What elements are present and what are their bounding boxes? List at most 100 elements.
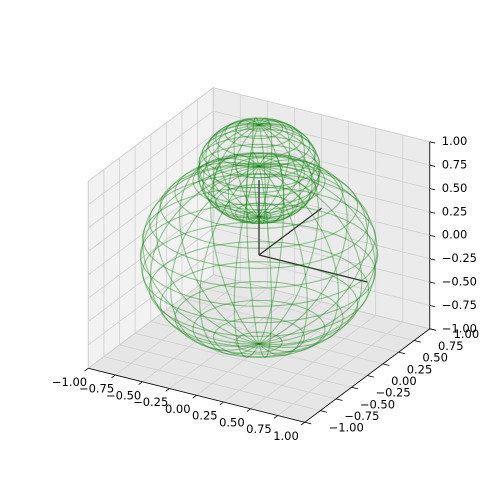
x-axis-line bbox=[88, 367, 305, 423]
z-tick-label: 0.00 bbox=[442, 228, 468, 242]
wireframe-line bbox=[258, 117, 273, 217]
wireframe-line bbox=[174, 155, 344, 229]
grid-line bbox=[197, 286, 415, 341]
wireframe-line bbox=[252, 117, 260, 217]
tick-mark bbox=[84, 367, 89, 372]
tick-mark bbox=[219, 401, 224, 406]
tick-mark bbox=[429, 304, 436, 308]
x-tick-label: −0.75 bbox=[79, 382, 114, 396]
wireframe-line bbox=[258, 119, 291, 218]
y-tick-label: 0.50 bbox=[422, 351, 448, 365]
wireframe-line bbox=[139, 203, 379, 307]
grid-line bbox=[213, 87, 430, 143]
wireframe-line bbox=[198, 124, 260, 218]
y-tick-label: 0.25 bbox=[407, 362, 433, 376]
x-tick-label: −1.00 bbox=[52, 375, 87, 389]
y-tick-label: 1.00 bbox=[454, 327, 480, 341]
wireframe-line bbox=[246, 120, 272, 132]
grid-line bbox=[88, 227, 214, 322]
direction-line bbox=[258, 254, 368, 283]
wireframe-line bbox=[258, 124, 301, 222]
wireframe-line bbox=[199, 165, 260, 355]
tick-mark bbox=[429, 211, 436, 214]
tick-mark bbox=[165, 388, 170, 392]
wireframe-line bbox=[141, 186, 377, 289]
tick-mark bbox=[351, 386, 359, 390]
grid-line bbox=[88, 180, 214, 276]
wireframe-line bbox=[215, 119, 303, 158]
wireframe-line bbox=[197, 143, 321, 198]
wireframe-line bbox=[142, 165, 260, 345]
wireframe-line bbox=[258, 159, 348, 345]
wireframe-line bbox=[258, 163, 369, 345]
wireframe-line bbox=[258, 124, 313, 220]
wireframe-line bbox=[224, 117, 294, 148]
wireframe-line bbox=[197, 124, 260, 218]
wireframe-line bbox=[258, 124, 266, 225]
wireframe-line bbox=[170, 165, 260, 351]
wireframe-line bbox=[201, 128, 317, 179]
grid-line bbox=[213, 274, 430, 330]
x-tick-label: 0.25 bbox=[192, 409, 218, 423]
wireframe-line bbox=[258, 123, 316, 218]
tick-mark bbox=[429, 281, 436, 284]
grid-line bbox=[181, 297, 399, 353]
x-tick-label: −0.50 bbox=[106, 388, 141, 402]
wireframe-line bbox=[258, 121, 306, 218]
tick-mark bbox=[138, 381, 143, 385]
grid-line bbox=[213, 134, 430, 189]
wireframe-line bbox=[202, 124, 260, 219]
grid-line bbox=[88, 157, 214, 252]
tick-mark bbox=[429, 188, 436, 191]
wireframe-line bbox=[224, 193, 294, 225]
tick-mark bbox=[429, 328, 436, 331]
y-tick-label: −1.00 bbox=[329, 421, 364, 435]
tick-mark bbox=[429, 164, 436, 167]
wireframe-line bbox=[258, 165, 376, 345]
grid-line bbox=[213, 227, 430, 283]
x-tick-label: 0.50 bbox=[219, 415, 245, 429]
grid-line bbox=[150, 321, 368, 376]
tick-mark bbox=[304, 421, 312, 425]
wireframe-line bbox=[192, 152, 326, 211]
x-tick-label: 0.75 bbox=[246, 422, 272, 436]
wireframe-line bbox=[213, 152, 305, 194]
grid-line bbox=[213, 110, 430, 166]
grid-line bbox=[103, 356, 321, 411]
wireframe-line bbox=[174, 281, 344, 355]
tick-mark bbox=[335, 398, 343, 401]
grid-line bbox=[88, 251, 214, 346]
wireframe-line bbox=[258, 124, 285, 224]
wireframe-line bbox=[233, 165, 260, 358]
wireframe-line bbox=[235, 117, 283, 140]
grid-line bbox=[119, 344, 337, 400]
wireframe-line bbox=[258, 155, 319, 345]
grid-line bbox=[213, 250, 430, 306]
y-axis-line bbox=[304, 328, 430, 423]
x-tick-label: −0.25 bbox=[133, 395, 168, 409]
wireframe-line bbox=[207, 122, 311, 168]
grid-line bbox=[88, 134, 214, 229]
z-tick-label: −0.25 bbox=[442, 251, 477, 265]
wireframe-line bbox=[148, 173, 370, 269]
wireframe-line bbox=[235, 202, 283, 224]
grid-line bbox=[213, 204, 430, 260]
y-tick-label: −0.75 bbox=[344, 409, 379, 423]
wireframe-line bbox=[159, 162, 359, 249]
wireframe-line bbox=[258, 165, 340, 353]
wireframe-line bbox=[235, 331, 283, 353]
grid-line bbox=[88, 274, 214, 369]
wireframe-line bbox=[258, 124, 321, 218]
wireframe-line bbox=[213, 316, 305, 358]
y-tick-label: −0.25 bbox=[375, 386, 410, 400]
z-tick-label: 0.50 bbox=[442, 181, 468, 195]
grid-line bbox=[213, 157, 430, 213]
grid-line bbox=[88, 87, 214, 182]
x-tick-label: 0.00 bbox=[165, 402, 191, 416]
y-tick-label: 0.75 bbox=[438, 339, 464, 353]
z-tick-label: −0.50 bbox=[442, 275, 477, 289]
tick-mark bbox=[398, 351, 406, 355]
wireframe-line bbox=[258, 165, 378, 345]
wireframe-line bbox=[233, 118, 260, 218]
